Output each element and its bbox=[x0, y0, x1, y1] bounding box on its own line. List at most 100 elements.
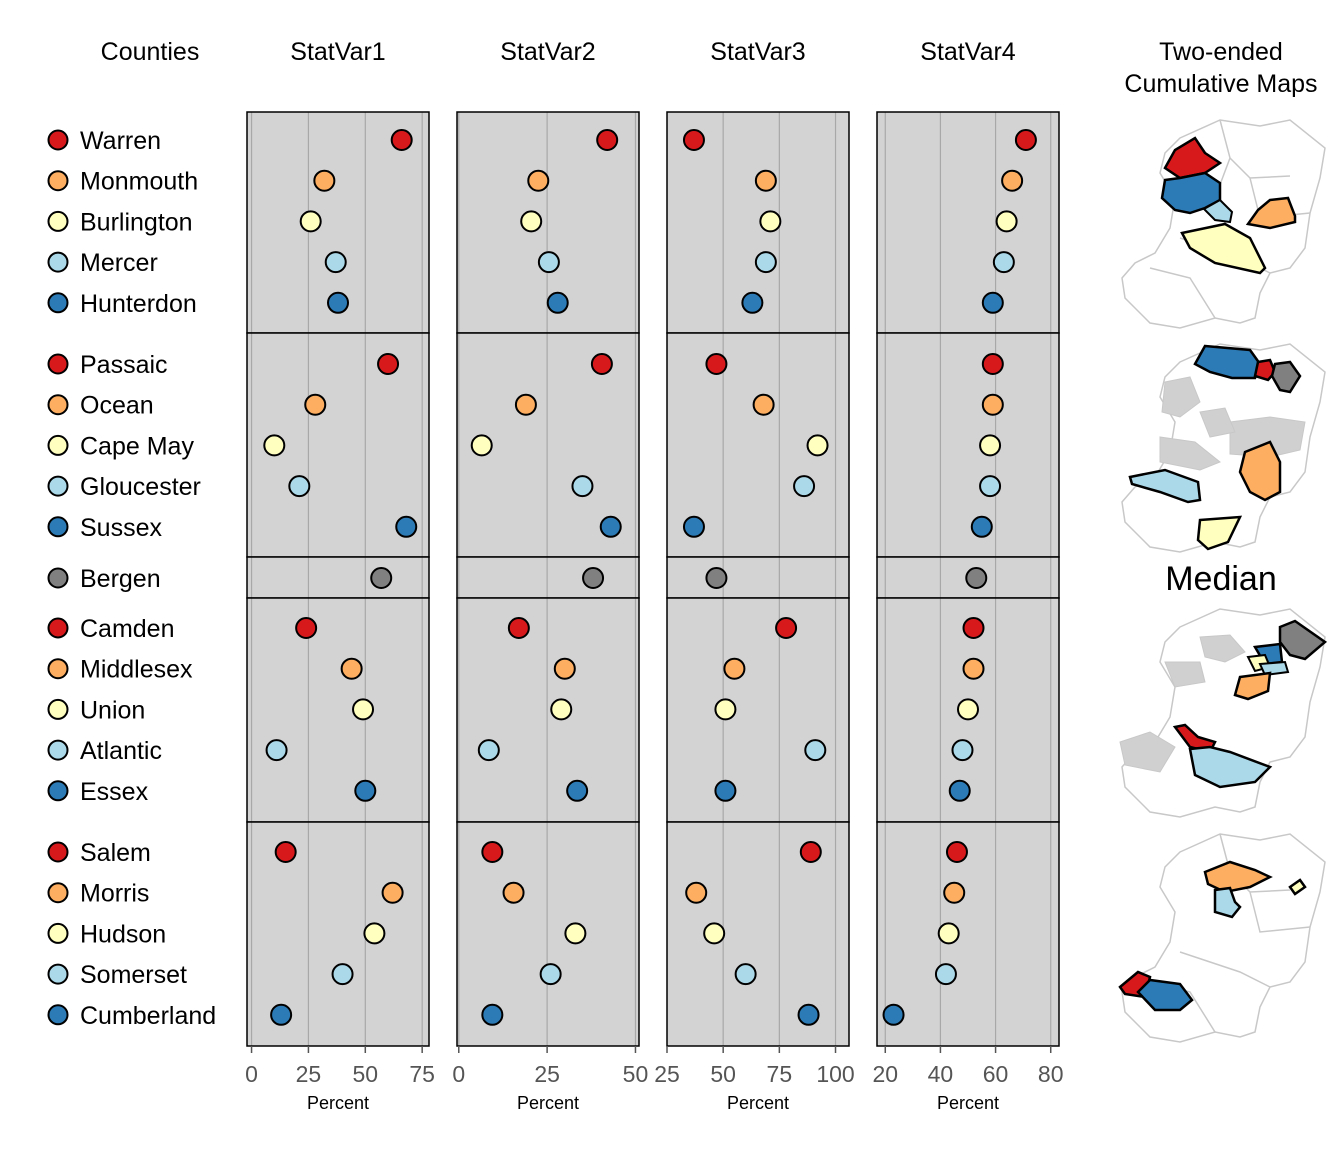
panel-bg bbox=[667, 822, 849, 1046]
legend-dot-camden bbox=[47, 617, 69, 639]
dot-statvar4-hudson bbox=[937, 922, 960, 945]
tick-label: 100 bbox=[816, 1061, 854, 1087]
dot-statvar3-ocean bbox=[752, 393, 775, 416]
map-group-2 bbox=[1121, 343, 1326, 553]
dot-statvar1-gloucester bbox=[288, 475, 311, 498]
x-axis-label: Percent bbox=[937, 1093, 999, 1113]
tick-label: 80 bbox=[1038, 1061, 1064, 1087]
map-group-4 bbox=[1118, 833, 1326, 1043]
dot-statvar2-monmouth bbox=[527, 169, 550, 192]
panel-title-statvar1: StatVar1 bbox=[290, 38, 385, 66]
dot-statvar2-salem bbox=[481, 841, 504, 863]
tick-label: 25 bbox=[654, 1061, 680, 1087]
dot-statvar1-morris bbox=[381, 881, 404, 904]
dot-statvar2-ocean bbox=[514, 393, 537, 416]
dot-statvar2-burlington bbox=[520, 210, 543, 233]
dot-statvar4-union bbox=[957, 698, 979, 721]
legend-dot-morris bbox=[47, 882, 69, 904]
tick-label: 60 bbox=[983, 1061, 1009, 1087]
county-label-atlantic: Atlantic bbox=[80, 737, 162, 765]
dot-statvar3-cape-may bbox=[806, 434, 829, 457]
legend-dot-ocean bbox=[47, 394, 69, 416]
legend-dot-burlington bbox=[47, 210, 69, 232]
dot-statvar4-passaic bbox=[981, 353, 1004, 375]
county-label-hunterdon: Hunterdon bbox=[80, 290, 197, 318]
dot-statvar2-morris bbox=[502, 881, 525, 904]
map-group-median-3 bbox=[1119, 608, 1328, 818]
legend-dot-essex bbox=[47, 780, 69, 802]
dot-statvar2-mercer bbox=[537, 251, 560, 274]
dot-statvar1-ocean bbox=[304, 393, 327, 416]
panel-statvar4: 20 40 60 80 Percent bbox=[872, 111, 1064, 1113]
dot-statvar3-morris bbox=[685, 881, 708, 904]
dot-statvar2-passaic bbox=[590, 353, 613, 375]
dot-statvar2-cape-may bbox=[470, 434, 493, 457]
dot-statvar2-atlantic bbox=[477, 739, 500, 762]
tick-label: 25 bbox=[534, 1061, 560, 1087]
dot-statvar3-union bbox=[714, 698, 737, 721]
dot-statvar3-hunterdon bbox=[741, 291, 764, 314]
legend-dot-sussex bbox=[47, 516, 69, 538]
county-label-essex: Essex bbox=[80, 778, 149, 806]
legend-dot-somerset bbox=[47, 963, 69, 985]
dot-statvar4-salem bbox=[945, 841, 968, 863]
dot-statvar4-burlington bbox=[995, 210, 1018, 233]
legend-dot-mercer bbox=[47, 251, 69, 273]
tick-label: 0 bbox=[452, 1061, 465, 1087]
dot-statvar4-middlesex bbox=[962, 657, 985, 680]
dot-statvar4-gloucester bbox=[979, 475, 1002, 498]
dot-statvar2-hudson bbox=[564, 922, 587, 945]
county-label-middlesex: Middlesex bbox=[80, 656, 193, 684]
panel-statvar1: 0 25 50 75 Percent bbox=[245, 111, 435, 1113]
panel-frame bbox=[456, 821, 640, 1047]
tick-label: 40 bbox=[928, 1061, 954, 1087]
panel-title-statvar4: StatVar4 bbox=[920, 38, 1016, 66]
dot-statvar4-sussex bbox=[970, 515, 993, 538]
county-label-cape-may: Cape May bbox=[80, 432, 194, 460]
county-label-bergen: Bergen bbox=[80, 565, 161, 593]
county-label-morris: Morris bbox=[80, 880, 149, 908]
dot-statvar4-cumberland bbox=[882, 1003, 905, 1026]
dot-statvar4-mercer bbox=[992, 251, 1015, 274]
tick-label: 20 bbox=[872, 1061, 898, 1087]
panel-statvar3: 25 50 75 100 Percent bbox=[654, 111, 855, 1113]
county-labels: Warren Monmouth Burlington Mercer Hunterdon P… bbox=[47, 127, 216, 1030]
county-label-mercer: Mercer bbox=[80, 249, 158, 277]
panel-bg bbox=[667, 598, 849, 822]
dot-statvar2-camden bbox=[507, 617, 530, 639]
dot-statvar3-gloucester bbox=[793, 475, 816, 498]
dot-statvar1-burlington bbox=[299, 210, 322, 233]
dot-statvar3-mercer bbox=[754, 251, 777, 274]
dot-statvar3-atlantic bbox=[804, 739, 827, 762]
dot-statvar3-warren bbox=[682, 129, 705, 151]
county-label-camden: Camden bbox=[80, 615, 175, 643]
panel-bg bbox=[247, 557, 429, 598]
maps-header-line1: Two-ended bbox=[1159, 38, 1283, 66]
legend-dot-hudson bbox=[47, 922, 69, 944]
dot-statvar4-essex bbox=[948, 779, 971, 802]
counties-header: Counties bbox=[101, 38, 200, 66]
panel-bg bbox=[877, 822, 1059, 1046]
dot-statvar4-monmouth bbox=[1001, 169, 1024, 192]
county-label-burlington: Burlington bbox=[80, 208, 193, 236]
dot-statvar1-cumberland bbox=[270, 1003, 293, 1026]
dot-statvar1-camden bbox=[295, 617, 318, 639]
tick-label: 50 bbox=[710, 1061, 736, 1087]
dot-statvar2-sussex bbox=[599, 515, 622, 538]
panel-frame bbox=[666, 821, 850, 1047]
county-label-warren: Warren bbox=[80, 127, 161, 155]
tick-label: 75 bbox=[767, 1061, 793, 1087]
county-label-sussex: Sussex bbox=[80, 514, 162, 542]
dot-statvar2-bergen bbox=[582, 567, 605, 589]
dot-statvar4-camden bbox=[962, 617, 985, 639]
panel-bg bbox=[457, 598, 639, 822]
dot-statvar2-middlesex bbox=[553, 657, 576, 680]
county-label-somerset: Somerset bbox=[80, 961, 187, 989]
dot-statvar3-passaic bbox=[705, 353, 728, 375]
x-axis-label: Percent bbox=[517, 1093, 579, 1113]
dot-statvar4-atlantic bbox=[951, 739, 974, 762]
legend-dot-atlantic bbox=[47, 739, 69, 761]
dot-statvar2-warren bbox=[596, 129, 619, 151]
county-label-salem: Salem bbox=[80, 839, 151, 867]
